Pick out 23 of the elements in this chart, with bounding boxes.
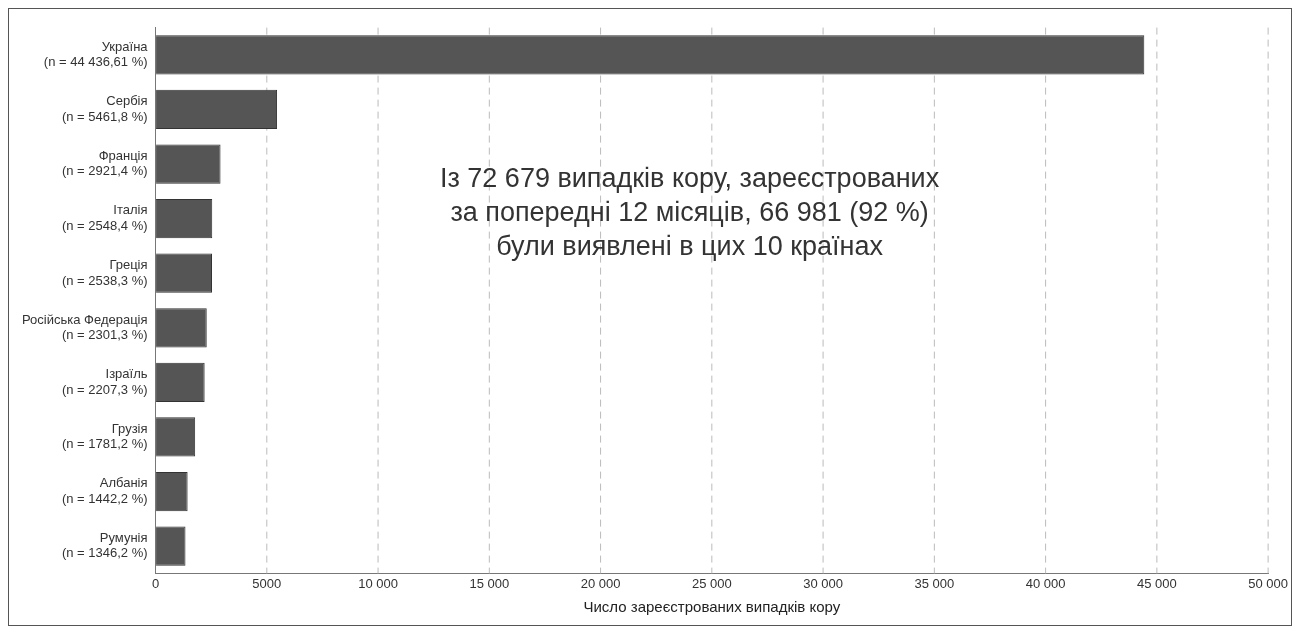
x-tick-label: 35 000 — [914, 575, 955, 591]
y-tick-label: Грузія (n = 1781,2 %) — [61, 420, 148, 452]
y-tick-label: Україна (n = 44 436,61 %) — [43, 38, 149, 70]
x-tick-label: 0 — [151, 575, 160, 591]
x-tick-label: 40 000 — [1025, 575, 1066, 591]
x-tick-label: 50 000 — [1248, 575, 1288, 591]
annotation: Із 72 679 випадків кору, зареєстрованих за попередні 12 місяців, 66 981 (92 %) були виявлені в цих 10 країнах — [439, 162, 940, 261]
x-tick-label: 20 000 — [580, 575, 621, 591]
y-tick-label: Албанія (n = 1442,2 %) — [61, 475, 148, 506]
x-tick-label: 25 000 — [691, 575, 732, 591]
y-tick-label: Російська Федерація (n = 2301,3 %) — [22, 311, 148, 343]
y-tick-label: Франція (n = 2921,4 %) — [61, 147, 148, 179]
x-axis-title: Число зареєстрованих випадків кору — [583, 598, 841, 616]
x-tick-label: 45 000 — [1136, 575, 1177, 591]
x-tick-label: 5000 — [252, 575, 282, 591]
x-tick-label: 15 000 — [469, 575, 510, 591]
y-tick-label: Ізраїль (n = 2207,3 %) — [61, 366, 148, 397]
y-tick-label: Італія (n = 2548,4 %) — [61, 202, 148, 234]
x-tick-label: 30 000 — [803, 575, 843, 591]
y-tick-label: Румунія (n = 1346,2 %) — [61, 529, 148, 561]
y-tick-label: Сербія (n = 5461,8 %) — [61, 93, 148, 124]
x-tick-label: 10 000 — [358, 575, 398, 591]
y-tick-label: Греція (n = 2538,3 %) — [61, 256, 148, 288]
